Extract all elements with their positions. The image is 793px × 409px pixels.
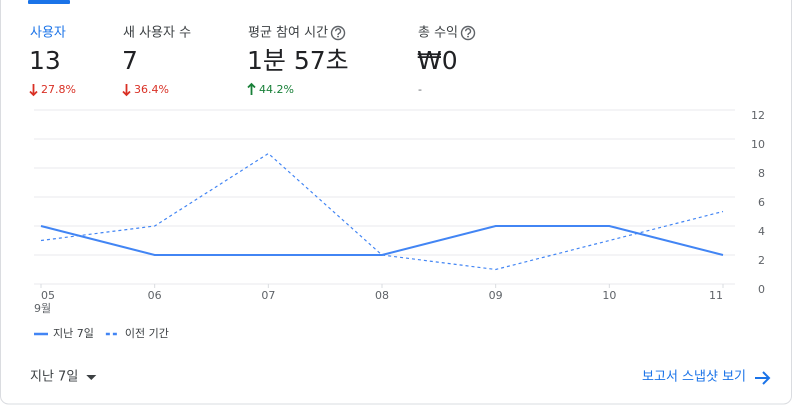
metric-change: 44.2% xyxy=(259,83,294,96)
y-tick-label: 12 xyxy=(751,109,765,122)
metric-change: - xyxy=(418,83,422,96)
help-icon-glyph xyxy=(335,28,342,36)
metric-value: ₩0 xyxy=(417,46,458,75)
help-icon-dot xyxy=(467,35,469,38)
x-tick-label: 05 xyxy=(41,289,55,302)
y-tick-label: 6 xyxy=(758,196,765,209)
series-line xyxy=(40,152,724,271)
metric-label[interactable]: 총 수익 xyxy=(418,26,458,41)
x-tick-label: 07 xyxy=(261,289,275,302)
y-tick-label: 10 xyxy=(751,138,765,151)
metric-label[interactable]: 새 사용자 수 xyxy=(123,26,191,41)
selected-tab-indicator xyxy=(28,0,70,4)
metric-value: 1분 57초 xyxy=(247,46,349,75)
metric-value: 7 xyxy=(122,46,138,75)
help-icon-glyph xyxy=(465,28,472,36)
x-sublabel: 9월 xyxy=(34,302,51,315)
help-icon[interactable] xyxy=(460,25,476,41)
x-tick-label: 08 xyxy=(375,289,389,302)
y-tick-label: 8 xyxy=(758,167,765,180)
x-tick-label: 06 xyxy=(148,289,162,302)
change-arrow xyxy=(247,82,256,95)
date-range-dropdown[interactable]: 지난 7일 xyxy=(30,370,78,385)
metric-change: 36.4% xyxy=(134,83,169,96)
dropdown-caret[interactable] xyxy=(86,375,97,380)
series-line xyxy=(40,225,724,256)
legend-label: 지난 7일 xyxy=(53,326,94,340)
y-tick-label: 2 xyxy=(758,254,765,267)
metric-value: 13 xyxy=(29,46,61,75)
metric-label[interactable]: 사용자 xyxy=(30,26,66,41)
help-icon[interactable] xyxy=(330,25,346,41)
metric-change: 27.8% xyxy=(41,83,76,96)
y-tick-label: 4 xyxy=(758,225,765,238)
report-snapshot-link[interactable]: 보고서 스냅샷 보기 xyxy=(642,370,746,385)
change-arrow xyxy=(122,84,131,97)
x-tick-label: 10 xyxy=(602,289,616,302)
metric-label[interactable]: 평균 참여 시간 xyxy=(248,26,328,41)
x-tick-label: 09 xyxy=(489,289,503,302)
help-icon-dot xyxy=(337,35,339,38)
x-tick-label: 11 xyxy=(709,289,723,302)
change-arrow xyxy=(29,84,38,97)
y-tick-label: 0 xyxy=(758,283,765,296)
link-arrow[interactable] xyxy=(755,371,771,385)
legend-label: 이전 기간 xyxy=(125,327,169,340)
